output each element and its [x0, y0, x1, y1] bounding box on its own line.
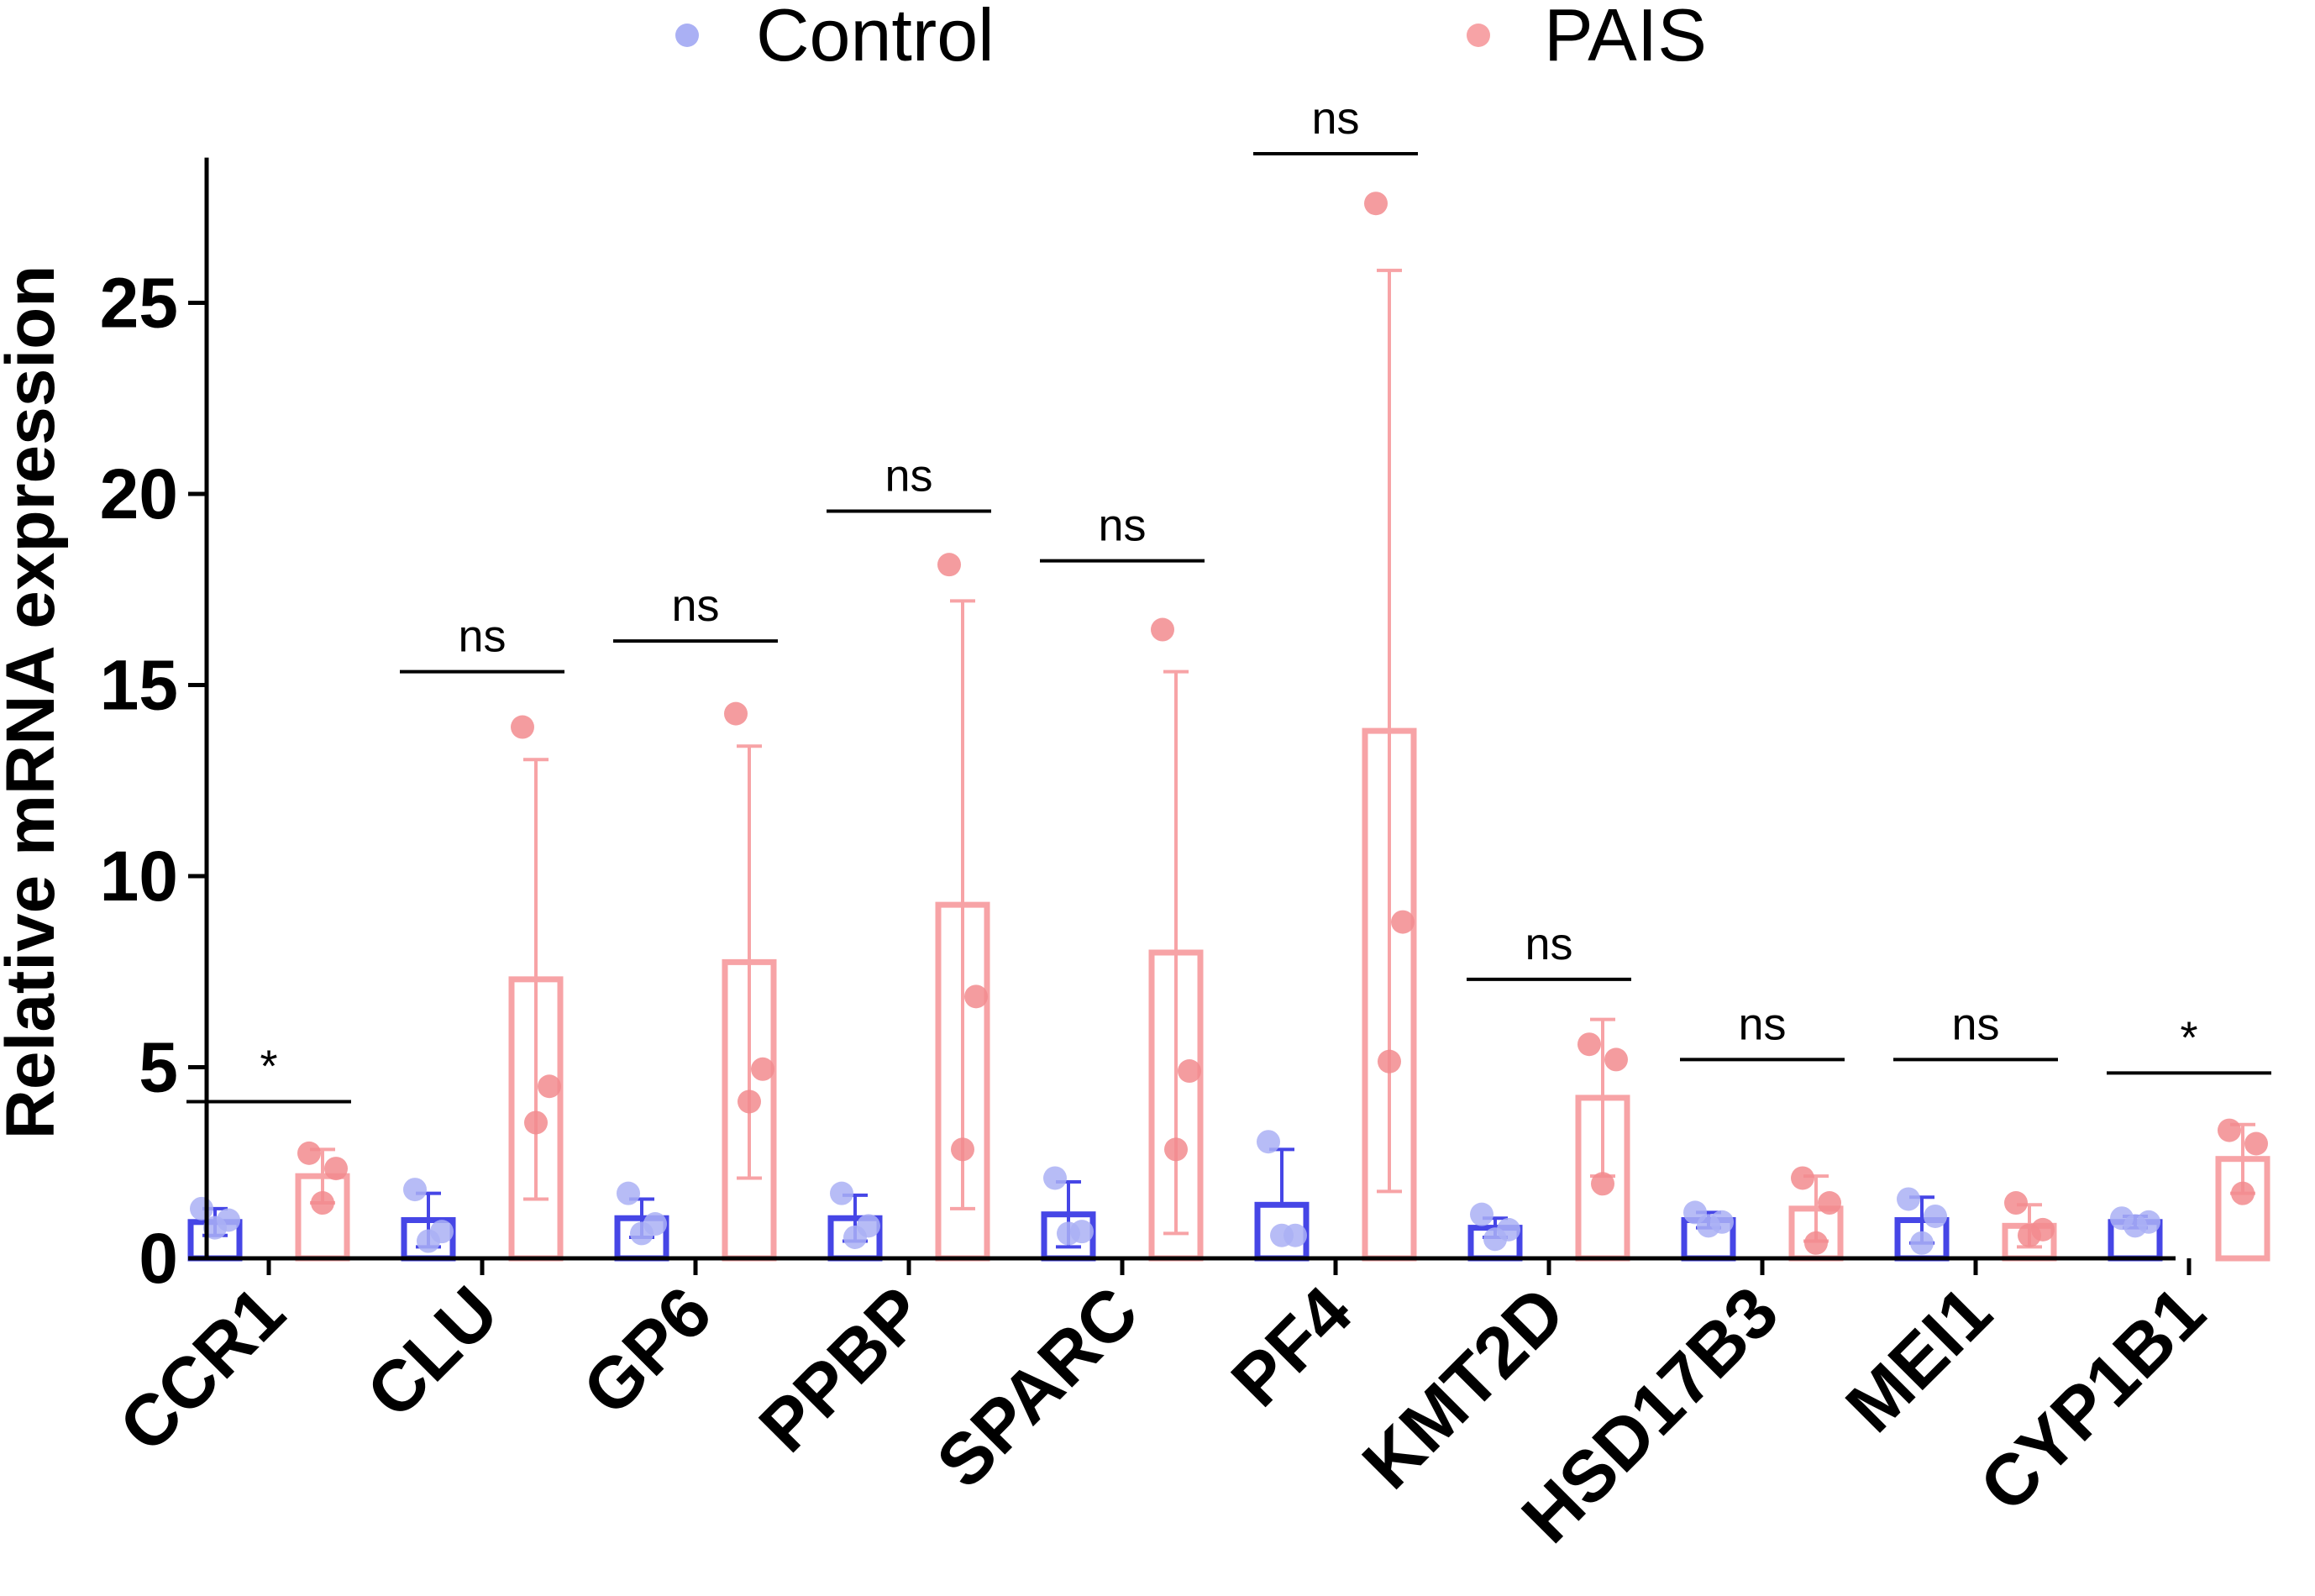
data-point-control-kmt2d	[1483, 1227, 1507, 1252]
significance-label-kmt2d: ns	[1525, 919, 1572, 969]
category-group-cyp1b1: * CYP1B1	[1965, 1012, 2271, 1527]
data-point-pais-sparc	[1151, 617, 1174, 642]
significance-label-ppbp: ns	[885, 450, 932, 501]
data-point-pais-gp6	[738, 1089, 761, 1114]
significance-label-ccr1: *	[260, 1041, 277, 1091]
data-point-pais-sparc	[1164, 1137, 1188, 1162]
data-point-pais-cyp1b1	[2218, 1118, 2241, 1142]
data-point-pais-hsd17b3	[1804, 1231, 1828, 1255]
data-point-pais-ccr1	[297, 1141, 321, 1165]
data-point-pais-pf4	[1391, 910, 1415, 934]
data-point-control-pf4	[1270, 1223, 1294, 1247]
legend: Control PAIS	[675, 0, 1707, 76]
data-point-pais-gp6	[724, 701, 748, 726]
data-point-control-ppbp	[830, 1181, 853, 1205]
category-group-pf4: ns PF4	[1216, 93, 1418, 1422]
x-tick-label-sparc: SPARC	[921, 1272, 1153, 1504]
data-point-pais-clu	[538, 1074, 561, 1099]
data-point-pais-cyp1b1	[2231, 1181, 2255, 1205]
category-group-clu: ns CLU	[352, 612, 564, 1434]
x-tick-label-ppbp: PPBP	[744, 1272, 940, 1467]
data-point-control-clu	[417, 1229, 440, 1253]
y-tick-label-25: 25	[100, 264, 178, 343]
legend-control-marker	[675, 24, 699, 47]
data-point-pais-hsd17b3	[1791, 1166, 1814, 1190]
data-point-control-sparc	[1057, 1221, 1080, 1246]
data-point-control-ccr1	[203, 1215, 227, 1240]
data-point-pais-ppbp	[937, 553, 961, 577]
data-point-pais-gp6	[751, 1057, 774, 1081]
category-group-mei1: ns MEI1	[1831, 999, 2058, 1447]
data-point-control-mei1	[1924, 1204, 1947, 1228]
x-tick-label-cyp1b1: CYP1B1	[1965, 1272, 2220, 1527]
x-tick-label-pf4: PF4	[1216, 1271, 1367, 1422]
data-point-control-pf4	[1257, 1130, 1280, 1154]
data-point-pais-mei1	[2004, 1191, 2028, 1215]
data-point-control-ccr1	[190, 1196, 213, 1221]
data-point-pais-ccr1	[324, 1157, 348, 1181]
data-point-pais-kmt2d	[1577, 1032, 1601, 1057]
data-point-control-gp6	[617, 1181, 640, 1205]
x-tick-label-ccr1: CCR1	[104, 1272, 300, 1467]
x-tick-label-clu: CLU	[352, 1272, 514, 1434]
significance-label-clu: ns	[458, 612, 506, 662]
data-point-pais-ppbp	[964, 984, 988, 1009]
legend-control-label: Control	[756, 0, 995, 76]
data-point-pais-cyp1b1	[2244, 1131, 2268, 1156]
y-axis-label: Relative mRNA expression	[0, 265, 69, 1140]
data-point-pais-clu	[524, 1110, 548, 1135]
x-tick-label-gp6: GP6	[568, 1272, 727, 1431]
data-point-control-cyp1b1	[2123, 1214, 2147, 1238]
y-tick-label-20: 20	[100, 454, 178, 533]
category-group-gp6: ns GP6	[568, 580, 778, 1431]
data-point-control-clu	[403, 1178, 427, 1202]
data-point-control-mei1	[1897, 1187, 1920, 1211]
significance-label-mei1: ns	[1951, 999, 1999, 1049]
significance-label-gp6: ns	[671, 580, 719, 631]
data-point-control-kmt2d	[1470, 1202, 1493, 1226]
significance-label-pf4: ns	[1311, 93, 1359, 144]
data-point-pais-mei1	[2018, 1223, 2041, 1247]
data-point-pais-sparc	[1178, 1059, 1201, 1084]
significance-label-sparc: ns	[1098, 501, 1146, 551]
data-point-pais-kmt2d	[1604, 1047, 1628, 1072]
x-tick-label-mei1: MEI1	[1831, 1272, 2008, 1448]
data-point-pais-pf4	[1378, 1049, 1401, 1074]
data-point-control-hsd17b3	[1697, 1214, 1720, 1238]
y-tick-label-15: 15	[100, 646, 178, 725]
y-tick-label-10: 10	[100, 837, 178, 916]
data-point-pais-hsd17b3	[1818, 1191, 1841, 1215]
data-point-control-sparc	[1043, 1166, 1067, 1190]
data-point-control-mei1	[1910, 1231, 1934, 1255]
legend-pais-marker	[1467, 24, 1490, 47]
legend-pais-label: PAIS	[1544, 0, 1707, 76]
data-point-control-gp6	[630, 1221, 654, 1246]
data-point-pais-ppbp	[951, 1137, 974, 1162]
data-point-pais-clu	[511, 715, 534, 739]
data-point-pais-pf4	[1364, 192, 1388, 216]
category-group-ppbp: ns PPBP	[744, 450, 991, 1467]
y-tick-label-0: 0	[139, 1219, 178, 1298]
y-tick-label-5: 5	[139, 1028, 178, 1107]
significance-label-cyp1b1: *	[2180, 1012, 2197, 1063]
data-point-pais-ccr1	[311, 1191, 334, 1215]
plot-area: *CCR1nsCLUnsGP6nsPPBPnsSPARCnsPF4nsKMT2D…	[100, 93, 2271, 1558]
significance-label-hsd17b3: ns	[1738, 999, 1786, 1049]
data-point-pais-kmt2d	[1591, 1172, 1614, 1196]
data-point-control-ppbp	[843, 1225, 867, 1249]
